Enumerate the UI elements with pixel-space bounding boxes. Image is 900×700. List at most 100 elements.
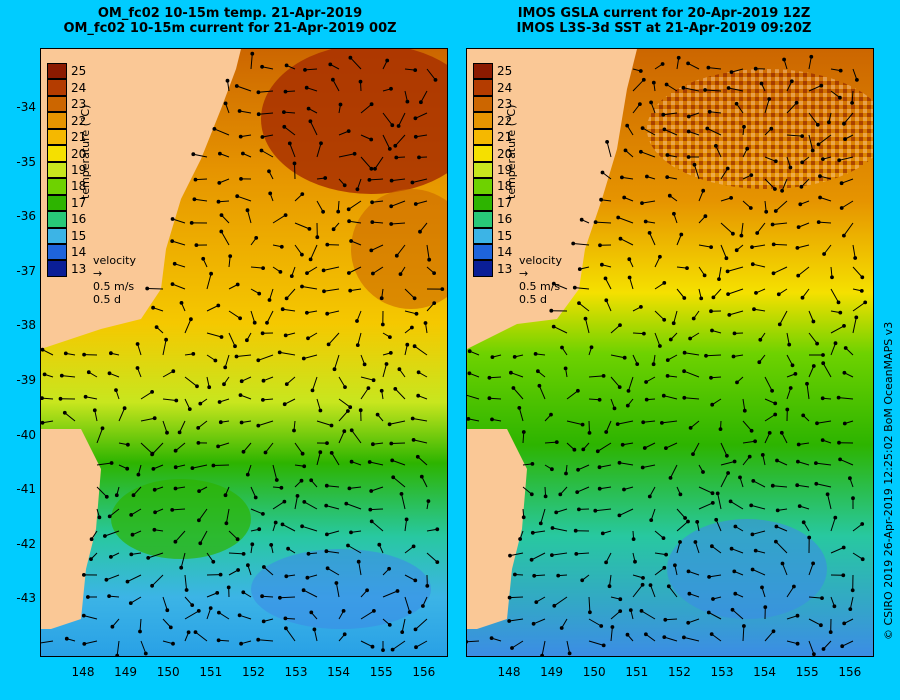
current-vector-head <box>509 370 513 375</box>
current-vector-head <box>349 239 354 243</box>
current-vector-head <box>782 57 787 62</box>
colorbar-label: 15 <box>497 228 513 243</box>
current-vector-head <box>419 100 423 105</box>
current-vector-arrow <box>334 354 340 370</box>
current-vector-head <box>189 221 194 225</box>
current-vector-arrow <box>698 502 714 510</box>
current-vector-head <box>173 486 178 491</box>
current-vector-head <box>693 540 698 544</box>
current-vector-head <box>126 442 130 447</box>
current-vector-head <box>725 269 730 274</box>
current-vector-arrow <box>610 324 621 334</box>
current-vector-head <box>321 268 326 273</box>
current-vector-head <box>283 89 288 94</box>
current-vector-head <box>651 362 656 367</box>
current-vector-head <box>435 527 440 532</box>
current-vector-arrow <box>720 168 729 180</box>
current-vector-arrow <box>588 596 591 613</box>
current-vector-head <box>571 241 576 246</box>
current-vector-head <box>771 629 776 634</box>
current-vector-head <box>759 81 764 86</box>
current-vector-head <box>771 242 776 247</box>
current-vector-arrow <box>782 563 788 576</box>
current-vector-head <box>533 352 538 356</box>
current-vector-head <box>518 537 522 541</box>
current-vector-head <box>774 524 779 529</box>
current-vector-arrow <box>96 486 108 498</box>
current-vector-arrow <box>382 112 393 126</box>
current-vector-head <box>668 476 673 480</box>
current-vector-arrow <box>781 178 788 191</box>
current-vector-arrow <box>338 398 351 408</box>
current-vector-head <box>550 553 554 558</box>
current-vector-head <box>618 609 623 613</box>
current-vector-head <box>279 485 284 490</box>
current-vector-head <box>661 393 666 398</box>
current-vector-head <box>662 281 667 285</box>
current-vector-head <box>691 316 696 321</box>
current-vector-head <box>842 621 847 626</box>
current-vector-head <box>842 370 847 375</box>
current-vector-head <box>371 271 375 276</box>
colorbar-label: 18 <box>71 179 87 194</box>
current-vector-arrow <box>247 210 252 224</box>
current-vector-arrow <box>420 90 428 103</box>
current-vector-head <box>334 581 339 585</box>
current-vector-arrow <box>818 221 832 224</box>
current-vector-head <box>776 292 781 297</box>
current-vector-head <box>284 382 289 387</box>
left-title-line2: OM_fc02 10-15m current for 21-Apr-2019 0… <box>63 21 397 36</box>
current-vector-head <box>407 610 412 614</box>
current-vector-arrow <box>304 501 318 510</box>
current-vector-head <box>412 296 417 301</box>
current-vector-arrow <box>266 310 274 324</box>
current-vector-head <box>597 465 602 470</box>
current-vector-arrow <box>742 398 746 411</box>
current-vector-arrow <box>392 476 406 488</box>
current-vector-arrow <box>663 112 678 116</box>
current-vector-head <box>742 408 747 413</box>
current-vector-head <box>379 296 384 301</box>
current-vector-head <box>370 220 375 225</box>
current-vector-arrow <box>139 618 142 632</box>
current-vector-head <box>732 569 737 574</box>
current-vector-arrow <box>351 430 362 444</box>
current-vector-head <box>625 632 630 637</box>
current-vector-head <box>730 607 735 612</box>
current-vector-head <box>219 335 224 339</box>
current-vector-arrow <box>401 493 406 510</box>
current-vector-arrow <box>610 354 625 359</box>
current-vector-arrow <box>808 618 822 626</box>
colorbar-label: 19 <box>71 163 87 177</box>
current-vector-head <box>193 177 198 182</box>
latitude-tick-label: -43 <box>16 591 36 606</box>
current-vector-arrow <box>752 530 766 535</box>
current-vector-arrow <box>316 398 321 411</box>
current-vector-head <box>604 298 609 303</box>
current-vector-arrow <box>258 420 274 427</box>
current-vector-head <box>574 552 579 556</box>
current-vector-arrow <box>752 569 766 576</box>
current-vector-head <box>658 344 662 348</box>
current-vector-head <box>733 591 738 596</box>
current-vector-head <box>59 373 64 378</box>
colorbar-swatch <box>473 128 493 146</box>
current-vector-arrow <box>786 586 795 598</box>
current-vector-arrow <box>595 221 612 224</box>
current-vector-head <box>487 375 492 380</box>
current-vector-head <box>324 483 329 488</box>
current-vector-head <box>432 301 437 306</box>
current-vector-arrow <box>346 503 362 510</box>
current-vector-head <box>604 560 609 565</box>
current-vector-arrow <box>193 153 208 158</box>
current-vector-head <box>208 606 213 610</box>
current-vector-arrow <box>213 464 230 466</box>
current-vector-head <box>773 209 778 213</box>
current-vector-head <box>151 305 155 310</box>
current-vector-head <box>560 345 564 350</box>
current-vector-head <box>41 396 44 400</box>
current-vector-head <box>774 539 778 544</box>
current-vector-head <box>510 646 514 650</box>
current-vector-head <box>820 596 824 600</box>
current-vector-head <box>416 393 421 398</box>
